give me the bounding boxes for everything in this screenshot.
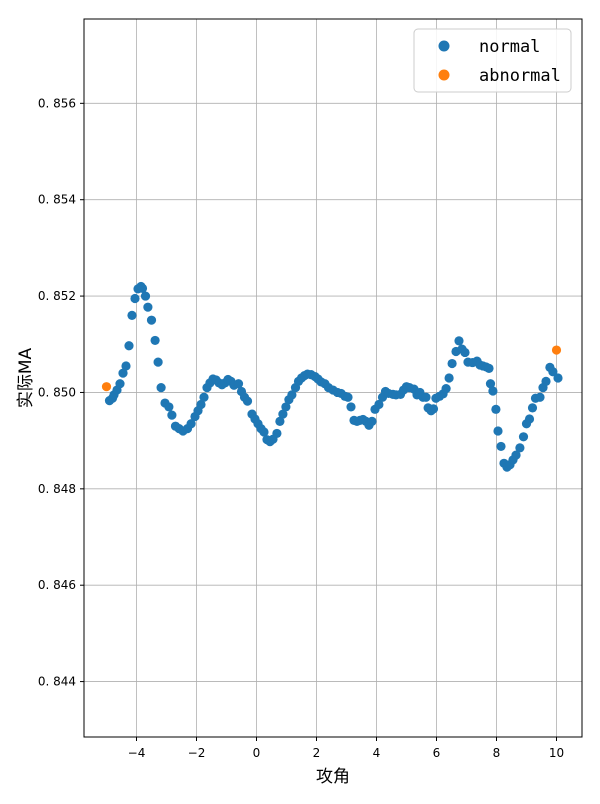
normal-point	[441, 384, 451, 394]
normal-point	[488, 386, 498, 396]
normal-point	[153, 357, 163, 367]
normal-point	[484, 363, 494, 373]
normal-point	[421, 392, 431, 402]
y-tick-label: 0. 846	[38, 578, 76, 592]
normal-point	[242, 396, 253, 406]
normal-point	[278, 409, 288, 419]
tick-labels: −4 −2 0 2 4 6 8 10 0. 844 0. 846 0. 848 0. 850 0. 85…	[38, 96, 564, 760]
normal-point	[428, 404, 439, 414]
normal-point	[233, 379, 244, 389]
legend-marker-abnormal	[438, 69, 450, 81]
normal-point	[143, 302, 153, 312]
normal-point	[281, 402, 291, 412]
abnormal-point	[551, 345, 562, 355]
y-tick-label: 0. 844	[38, 675, 76, 689]
y-tick-label: 0. 854	[38, 193, 76, 207]
x-tick-label: 8	[493, 746, 501, 760]
normal-point	[118, 368, 128, 378]
normal-point	[146, 315, 157, 325]
normal-point	[196, 399, 206, 410]
normal-point	[130, 293, 140, 304]
normal-point	[287, 390, 297, 400]
normal-point	[485, 379, 496, 389]
x-tick-label: 10	[549, 746, 564, 760]
normal-point	[496, 441, 506, 452]
x-tick-label: −4	[128, 746, 146, 760]
normal-point	[527, 403, 538, 413]
plot-frame	[83, 18, 583, 738]
normal-point	[548, 367, 558, 377]
y-tick-label: 0. 848	[38, 482, 76, 496]
normal-point	[535, 392, 545, 402]
legend-marker-normal	[438, 40, 450, 52]
normal-point	[115, 379, 125, 389]
normal-point	[444, 373, 454, 383]
normal-point	[140, 291, 151, 301]
grid	[84, 19, 582, 737]
normal-point	[167, 410, 177, 420]
y-tick-label: 0. 856	[38, 96, 76, 110]
normal-point	[346, 402, 356, 412]
normal-point	[491, 404, 501, 414]
x-tick-label: 2	[313, 746, 321, 760]
y-tick-label: 0. 850	[38, 385, 76, 399]
normal-point	[127, 310, 137, 320]
legend: normal abnormal	[413, 28, 572, 93]
legend-box	[413, 28, 572, 93]
x-tick-label: 0	[253, 746, 261, 760]
normal-point	[272, 428, 282, 439]
abnormal-point	[101, 382, 112, 392]
normal-point	[150, 335, 160, 346]
y-axis-label: 实际MA	[16, 347, 36, 408]
normal-point	[121, 361, 131, 371]
x-axis-label: 攻角	[316, 767, 350, 787]
normal-point	[164, 402, 174, 412]
normal-point	[511, 450, 521, 460]
normal-point	[460, 347, 470, 358]
normal-point	[367, 416, 377, 426]
normal-point	[454, 336, 464, 346]
normal-point	[343, 392, 353, 402]
normal-point	[524, 414, 535, 424]
normal-point	[156, 383, 166, 393]
normal-point	[541, 376, 551, 386]
data-points	[101, 281, 563, 472]
normal-point	[259, 427, 269, 437]
normal-point	[493, 426, 503, 436]
normal-point	[186, 419, 196, 429]
ticks	[80, 102, 557, 741]
normal-point	[553, 373, 563, 383]
x-tick-label: 6	[433, 746, 441, 760]
legend-label-normal: normal	[479, 37, 540, 57]
normal-point	[515, 443, 525, 453]
normal-point	[374, 399, 384, 410]
normal-point	[518, 432, 529, 442]
normal-point	[275, 416, 285, 426]
legend-label-abnormal: abnormal	[479, 66, 561, 86]
x-tick-label: 4	[373, 746, 381, 760]
normal-point	[124, 341, 134, 351]
normal-point	[137, 283, 148, 293]
normal-point	[199, 392, 209, 402]
normal-point	[447, 358, 457, 369]
x-tick-label: −2	[188, 746, 206, 760]
y-tick-label: 0. 852	[38, 289, 76, 303]
